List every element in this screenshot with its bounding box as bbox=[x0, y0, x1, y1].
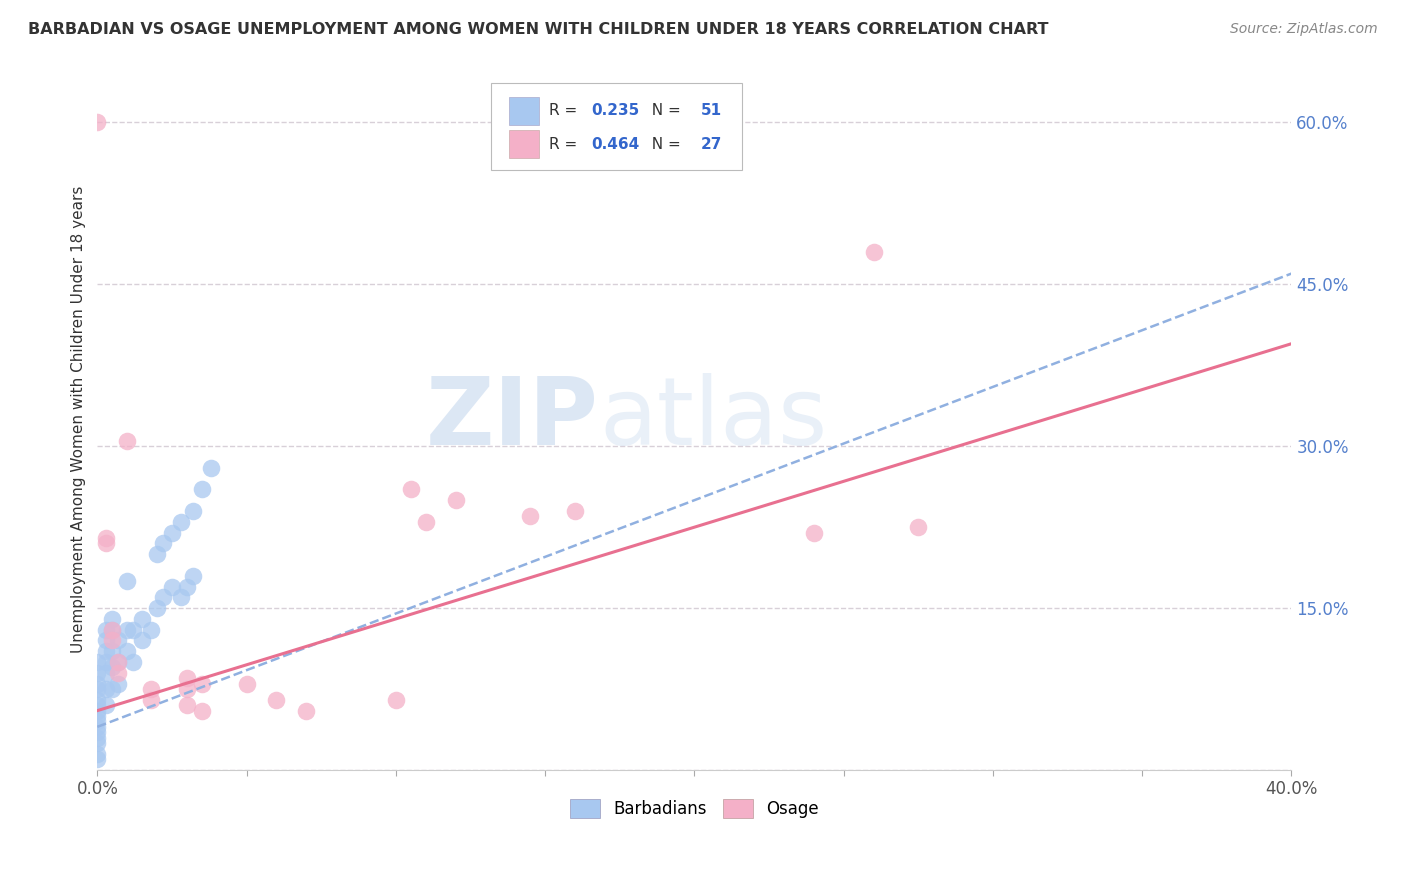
Text: N =: N = bbox=[643, 103, 686, 118]
Point bbox=[86, 752, 108, 766]
Point bbox=[862, 244, 884, 259]
Point bbox=[86, 704, 108, 718]
Point bbox=[101, 612, 124, 626]
Point bbox=[122, 623, 145, 637]
Point bbox=[176, 580, 198, 594]
Legend: Barbadians, Osage: Barbadians, Osage bbox=[562, 792, 825, 825]
Point bbox=[86, 725, 108, 739]
Text: Source: ZipAtlas.com: Source: ZipAtlas.com bbox=[1230, 22, 1378, 37]
Text: N =: N = bbox=[643, 136, 686, 152]
Point bbox=[96, 655, 118, 669]
Point bbox=[96, 681, 118, 696]
Point bbox=[86, 698, 108, 713]
Point bbox=[191, 676, 214, 690]
Point bbox=[181, 504, 204, 518]
Text: BARBADIAN VS OSAGE UNEMPLOYMENT AMONG WOMEN WITH CHILDREN UNDER 18 YEARS CORRELA: BARBADIAN VS OSAGE UNEMPLOYMENT AMONG WO… bbox=[28, 22, 1049, 37]
Point bbox=[152, 536, 174, 550]
Text: R =: R = bbox=[548, 136, 582, 152]
FancyBboxPatch shape bbox=[509, 96, 538, 125]
Point bbox=[131, 633, 153, 648]
Text: 0.235: 0.235 bbox=[592, 103, 640, 118]
Point bbox=[152, 591, 174, 605]
Point bbox=[131, 612, 153, 626]
Point bbox=[176, 698, 198, 713]
FancyBboxPatch shape bbox=[509, 130, 538, 158]
Point bbox=[139, 693, 162, 707]
Point bbox=[295, 704, 318, 718]
Point bbox=[86, 747, 108, 761]
Point bbox=[181, 568, 204, 582]
Y-axis label: Unemployment Among Women with Children Under 18 years: Unemployment Among Women with Children U… bbox=[72, 186, 86, 653]
Point bbox=[115, 434, 138, 448]
Point bbox=[146, 601, 169, 615]
Point bbox=[86, 681, 108, 696]
Point bbox=[122, 655, 145, 669]
Point bbox=[139, 681, 162, 696]
Point bbox=[803, 525, 825, 540]
Point bbox=[96, 633, 118, 648]
Point bbox=[96, 536, 118, 550]
Point bbox=[444, 493, 467, 508]
Point bbox=[146, 547, 169, 561]
Point bbox=[399, 483, 422, 497]
Point bbox=[266, 693, 288, 707]
Text: R =: R = bbox=[548, 103, 582, 118]
Point bbox=[191, 483, 214, 497]
Point bbox=[115, 644, 138, 658]
Point bbox=[86, 714, 108, 729]
Point bbox=[385, 693, 408, 707]
Text: 27: 27 bbox=[700, 136, 721, 152]
Point bbox=[86, 709, 108, 723]
Point bbox=[107, 655, 129, 669]
Point bbox=[86, 655, 108, 669]
Point bbox=[907, 520, 929, 534]
Point bbox=[139, 623, 162, 637]
Point bbox=[86, 115, 108, 129]
Point bbox=[160, 525, 183, 540]
Point bbox=[96, 698, 118, 713]
Point bbox=[415, 515, 437, 529]
Point bbox=[101, 633, 124, 648]
Point bbox=[107, 665, 129, 680]
Point bbox=[86, 676, 108, 690]
Point bbox=[200, 460, 222, 475]
Point bbox=[170, 515, 193, 529]
Point bbox=[176, 681, 198, 696]
Point bbox=[86, 736, 108, 750]
Text: atlas: atlas bbox=[599, 373, 827, 466]
Point bbox=[96, 644, 118, 658]
Point bbox=[115, 623, 138, 637]
Point bbox=[170, 591, 193, 605]
Point bbox=[191, 704, 214, 718]
Point bbox=[519, 509, 541, 524]
Point bbox=[101, 623, 124, 637]
Point bbox=[96, 623, 118, 637]
Point bbox=[235, 676, 257, 690]
Point bbox=[86, 665, 108, 680]
Point bbox=[86, 731, 108, 745]
Text: 51: 51 bbox=[700, 103, 721, 118]
Point bbox=[86, 693, 108, 707]
Point bbox=[107, 655, 129, 669]
Point bbox=[96, 665, 118, 680]
Point bbox=[86, 720, 108, 734]
Text: ZIP: ZIP bbox=[426, 373, 599, 466]
Point bbox=[101, 681, 124, 696]
Point bbox=[160, 580, 183, 594]
Point bbox=[107, 633, 129, 648]
Point bbox=[96, 531, 118, 545]
Point bbox=[101, 660, 124, 674]
Point bbox=[564, 504, 586, 518]
FancyBboxPatch shape bbox=[492, 83, 742, 170]
Point bbox=[101, 644, 124, 658]
Point bbox=[115, 574, 138, 589]
Text: 0.464: 0.464 bbox=[592, 136, 640, 152]
Point bbox=[107, 676, 129, 690]
Point bbox=[176, 671, 198, 685]
Point bbox=[101, 623, 124, 637]
